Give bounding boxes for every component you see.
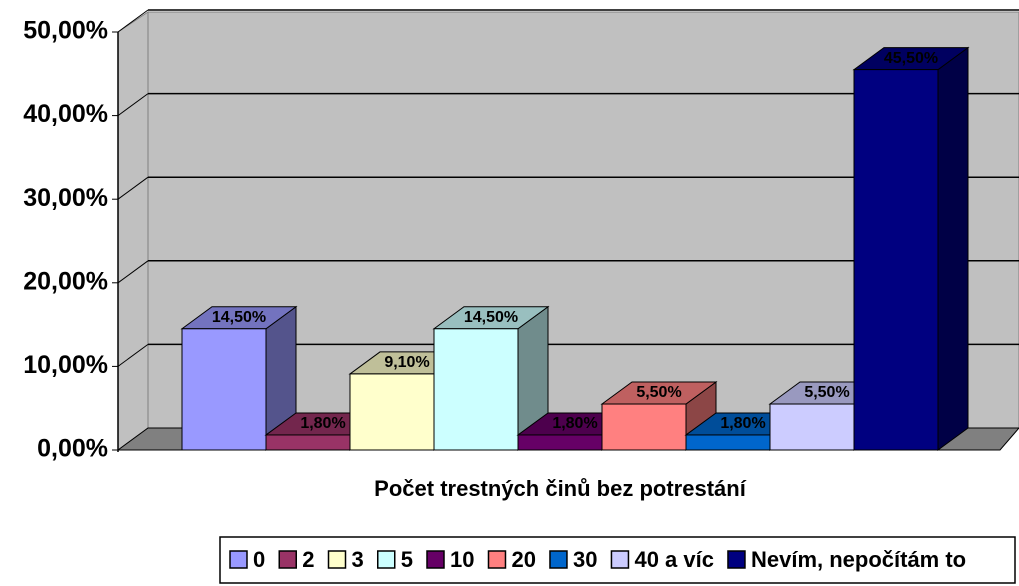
value-label: 1,80%	[300, 415, 345, 432]
value-label: 14,50%	[212, 309, 266, 326]
y-tick-label: 50,00%	[23, 17, 108, 45]
y-tick-label: 0,00%	[37, 435, 108, 463]
grid-line	[117, 93, 149, 117]
legend-label: 20	[511, 547, 535, 572]
bar	[349, 373, 435, 451]
bar	[853, 69, 939, 451]
grid-line	[117, 260, 149, 284]
bar-side	[937, 46, 969, 451]
legend-swatch	[727, 550, 746, 569]
legend-swatch	[426, 550, 445, 569]
bar	[517, 434, 603, 451]
legend-label: 5	[401, 547, 413, 572]
bar	[769, 403, 855, 451]
value-label: 45,50%	[884, 50, 938, 67]
y-tick-label: 20,00%	[23, 267, 108, 295]
legend-swatch	[377, 550, 396, 569]
grid-line	[117, 176, 149, 200]
grid-line	[117, 343, 149, 367]
legend-swatch	[278, 550, 297, 569]
value-label: 5,50%	[636, 384, 681, 401]
value-label: 1,80%	[552, 415, 597, 432]
bar	[601, 403, 687, 451]
y-tick-label: 10,00%	[23, 351, 108, 379]
legend-label: 2	[302, 547, 314, 572]
legend-label: 0	[253, 547, 265, 572]
grid-line	[117, 9, 149, 33]
bar	[433, 328, 519, 451]
y-tick-label: 30,00%	[23, 184, 108, 212]
legend-swatch	[229, 550, 248, 569]
value-label: 5,50%	[804, 384, 849, 401]
legend-swatch	[610, 550, 630, 569]
bar	[265, 434, 351, 451]
side-wall	[117, 11, 149, 451]
legend-label: 30	[573, 547, 597, 572]
value-label: 1,80%	[720, 415, 765, 432]
bars: 14,50% 1,80% 9,10% 14,50% 1,80% 5,50% 1,80% 5,5…	[180, 46, 970, 451]
value-label: 9,10%	[384, 354, 429, 371]
bar	[181, 328, 267, 451]
legend-swatch	[549, 550, 568, 569]
legend-label: Nevím, nepočítám to	[751, 547, 966, 572]
legend-items: 0 2 3 5 10 20 30 40 a víc Nevím, nepočítám to	[229, 547, 966, 572]
legend-label: 3	[352, 547, 364, 572]
legend-label: 10	[450, 547, 474, 572]
legend-swatch	[487, 550, 507, 569]
value-label: 14,50%	[464, 309, 518, 326]
bar	[685, 434, 771, 451]
x-axis-label: Počet trestných činů bez potrestání	[374, 476, 747, 501]
legend-label: 40 a víc	[634, 547, 714, 572]
legend-swatch	[327, 550, 347, 569]
y-tick-label: 40,00%	[23, 100, 108, 128]
